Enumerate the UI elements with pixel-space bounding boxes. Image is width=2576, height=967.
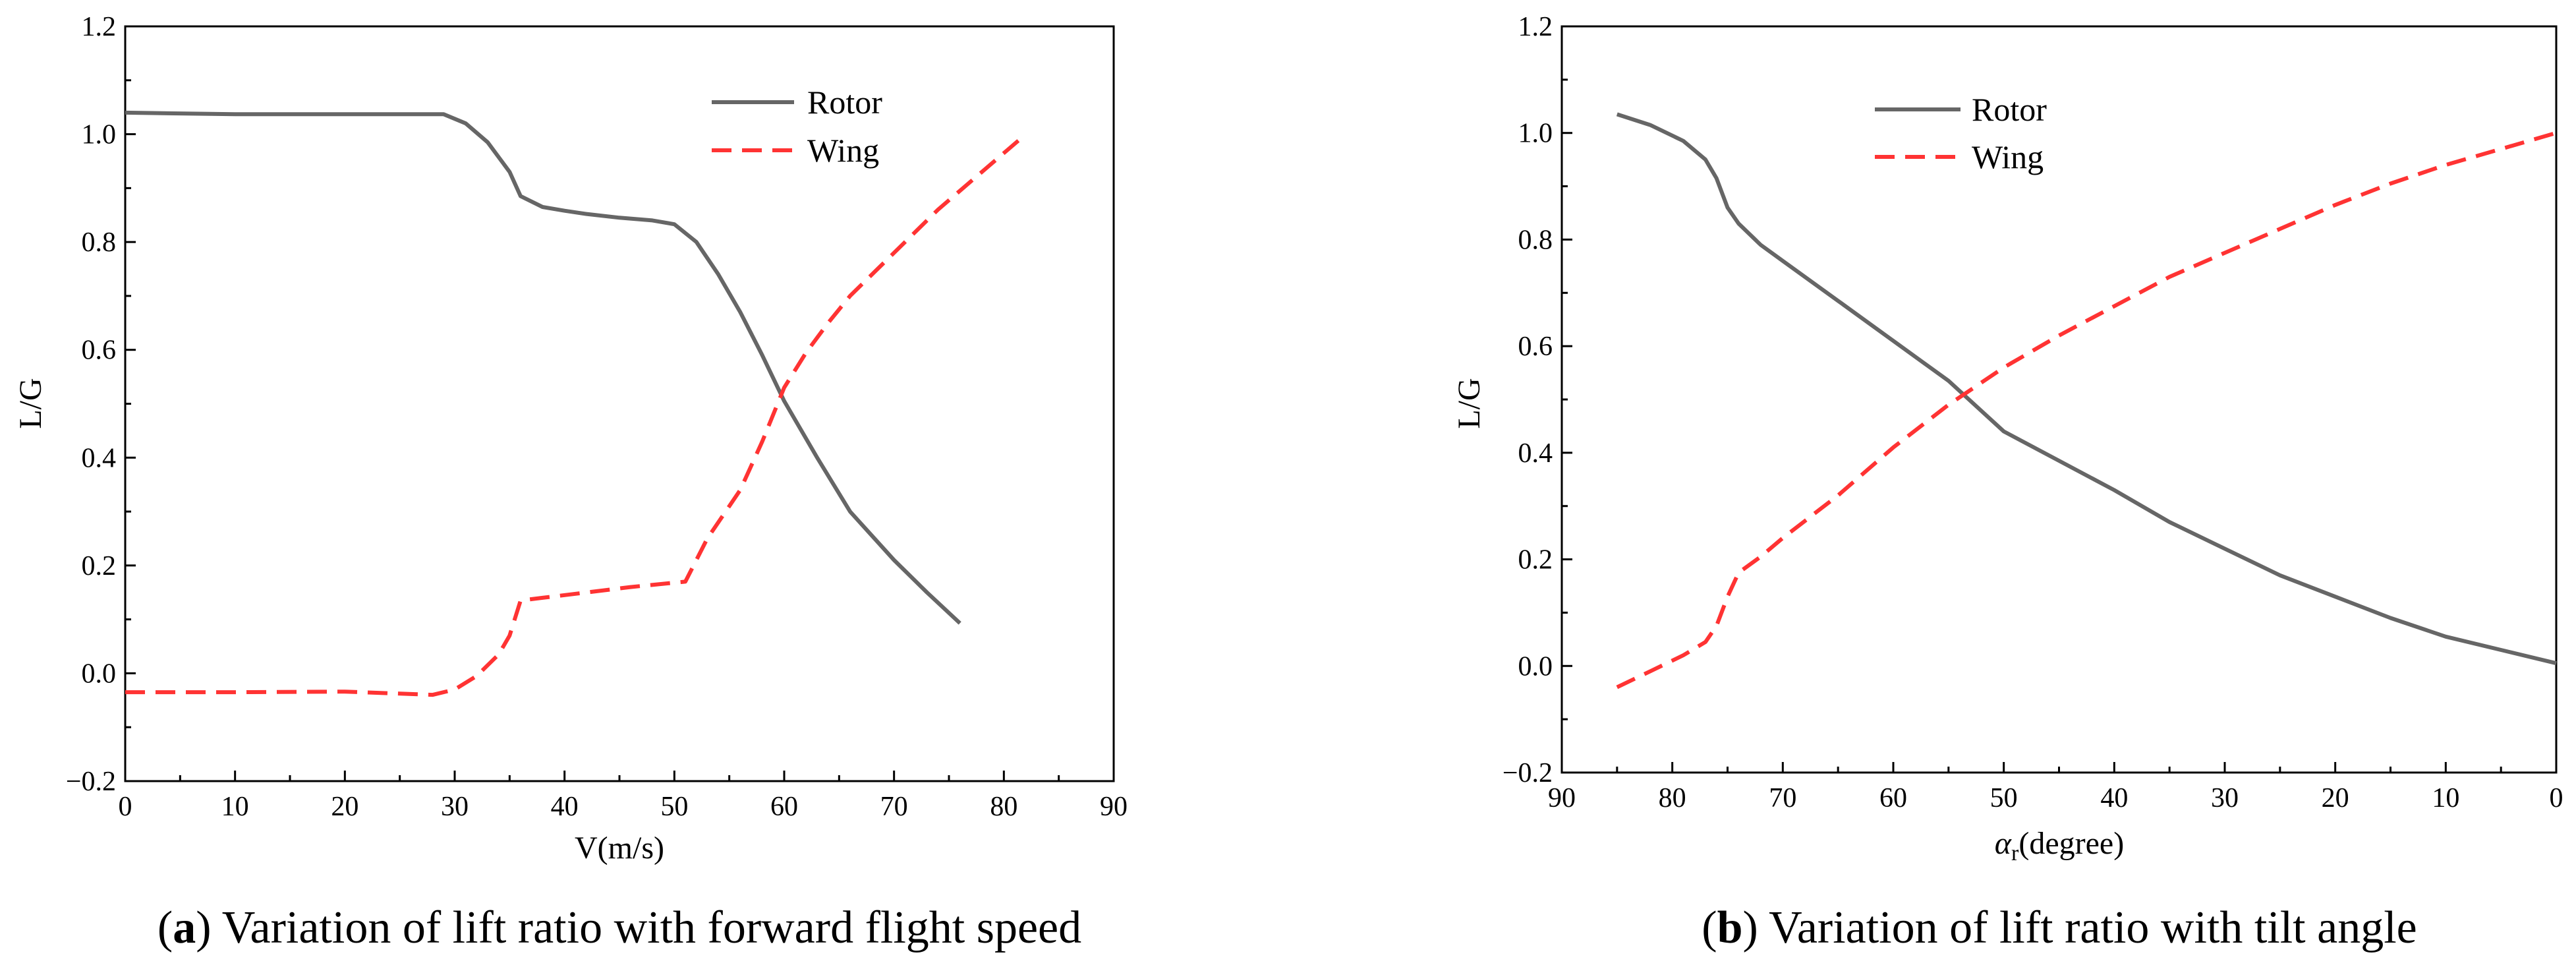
legend-label-wing: Wing	[807, 132, 879, 169]
x-axis-label: V(m/s)	[575, 831, 664, 865]
x-axis-label-subscript: r	[2011, 841, 2019, 865]
y-tick-label: 0.4	[1518, 438, 1553, 469]
x-tick-label: 50	[1990, 783, 2018, 813]
caption-letter: a	[173, 902, 196, 953]
x-tick-label: 0	[119, 792, 132, 822]
y-tick-label: 1.2	[82, 12, 117, 42]
x-tick-label: 30	[2211, 783, 2239, 813]
series-line-rotor	[1616, 112, 2557, 666]
series-line-wing	[125, 132, 1027, 697]
x-axis-label-symbol: α	[1995, 826, 2012, 861]
x-tick-label: 0	[2550, 783, 2563, 813]
x-tick-label: 20	[331, 792, 358, 822]
y-tick-label: 0.8	[1518, 225, 1553, 255]
y-tick-label: −0.2	[1503, 758, 1553, 788]
y-tick-label: 0.6	[82, 336, 117, 366]
x-tick-label: 70	[880, 792, 908, 822]
x-tick-label: 40	[2100, 783, 2128, 813]
series-line-wing	[1616, 131, 2557, 689]
plot-frame	[1560, 25, 2558, 774]
legend: Rotor Wing	[712, 84, 882, 169]
y-tick-label: −0.2	[66, 767, 116, 797]
x-tick-label: 10	[2432, 783, 2459, 813]
y-tick-label: 0.8	[82, 227, 117, 258]
y-tick-label: 0.0	[1518, 651, 1553, 682]
y-tick-label: 0.0	[82, 659, 117, 689]
legend-label-rotor: Rotor	[807, 84, 882, 121]
legend-label-rotor: Rotor	[1972, 91, 2047, 128]
chart-a: −0.2 0.0 0.2 0.4 0.6 0.8 1.0 1.2 0 10 20 30 40 50 60 70…	[13, 12, 1128, 953]
y-tick-label: 0.6	[1518, 332, 1553, 362]
caption-letter: b	[1717, 902, 1743, 953]
x-tick-label: 80	[990, 792, 1017, 822]
y-tick-label: 1.0	[82, 120, 117, 150]
x-tick-label: 50	[660, 792, 688, 822]
y-axis-label: L/G	[1452, 378, 1487, 428]
x-tick-label: 30	[441, 792, 469, 822]
caption-text: Variation of lift ratio with forward fli…	[212, 902, 1082, 953]
y-tick-label: 0.2	[1518, 545, 1553, 575]
series-line-rotor	[125, 110, 961, 625]
x-tick-label: 60	[1879, 783, 1907, 813]
legend-label-wing: Wing	[1972, 138, 2044, 175]
y-axis-label: L/G	[13, 378, 48, 428]
caption-open-paren: (	[157, 902, 173, 953]
x-tick-label: 70	[1769, 783, 1796, 813]
x-tick-label: 20	[2322, 783, 2349, 813]
legend: Rotor Wing	[1875, 91, 2047, 175]
y-tick-label: 1.0	[1518, 119, 1553, 149]
caption: (b) Variation of lift ratio with tilt an…	[1702, 902, 2417, 953]
x-tick-label: 80	[1659, 783, 1686, 813]
x-tick-label: 90	[1548, 783, 1576, 813]
x-tick-label: 60	[770, 792, 798, 822]
caption-text: Variation of lift ratio with tilt angle	[1758, 902, 2417, 953]
chart-b: −0.2 0.0 0.2 0.4 0.6 0.8 1.0 1.2 90 80 70 60 50 40 30 2…	[1452, 12, 2563, 953]
y-tick-label: 1.2	[1518, 12, 1553, 42]
x-tick-label: 90	[1100, 792, 1128, 822]
caption-close-paren: )	[196, 902, 211, 953]
x-tick-label: 10	[221, 792, 249, 822]
x-axis-label-unit: (degree)	[2018, 826, 2124, 861]
caption-open-paren: (	[1702, 902, 1717, 953]
caption: (a) Variation of lift ratio with forward…	[157, 902, 1081, 953]
x-axis-label: αr(degree)	[1995, 826, 2124, 865]
caption-close-paren: )	[1743, 902, 1758, 953]
x-tick-label: 40	[551, 792, 579, 822]
y-tick-label: 0.2	[82, 551, 117, 581]
plot-frame	[124, 25, 1115, 782]
y-tick-label: 0.4	[82, 443, 117, 473]
